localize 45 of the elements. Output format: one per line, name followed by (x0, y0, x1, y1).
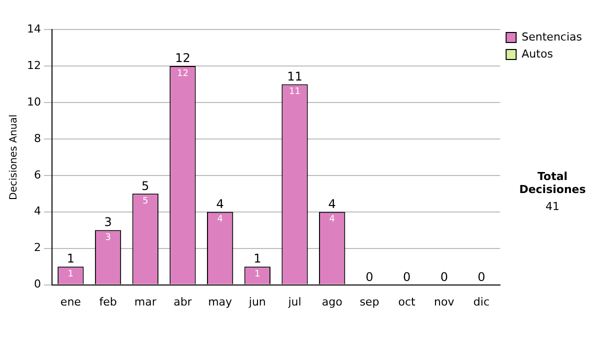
data-label: 11 (289, 87, 300, 98)
legend-label: Sentencias (522, 30, 582, 44)
total-label: 3 (104, 215, 112, 230)
data-label: 1 (68, 269, 74, 280)
data-label: 12 (176, 68, 188, 79)
y-tick-label: 8 (34, 132, 41, 145)
x-tick-label: oct (398, 295, 416, 308)
text: Total Decisiones (518, 170, 587, 196)
total-label: 1 (254, 252, 262, 266)
x-tick-label: mar (134, 295, 157, 308)
total-label: 0 (478, 270, 486, 284)
data-label: 1 (254, 269, 260, 280)
x-tick-label: jun (248, 295, 266, 308)
y-axis-title: Decisiones Anual (8, 114, 20, 200)
total-label: 0 (366, 270, 374, 284)
y-tick-label: 10 (26, 95, 41, 108)
total-label: 11 (287, 69, 302, 84)
y-tick-label: 0 (34, 278, 41, 291)
x-tick-label: ene (60, 295, 82, 308)
x-tick-label: dic (473, 295, 490, 308)
y-tick-label: 2 (34, 241, 41, 254)
legend-label: Autos (522, 47, 554, 60)
x-tick-label: may (208, 295, 233, 308)
total-label: 0 (440, 270, 448, 284)
y-tick-label: 12 (26, 58, 41, 72)
y-tick-label: 14 (26, 22, 41, 36)
total-label: 0 (402, 270, 411, 284)
data-label: 5 (142, 196, 148, 206)
total-label: 1 (66, 252, 74, 266)
text: 41 (544, 200, 560, 213)
x-tick-label: nov (434, 295, 455, 308)
total-label: 4 (216, 197, 224, 212)
y-tick-label: 4 (34, 204, 41, 218)
x-tick-label: jul (287, 295, 302, 308)
data-label: 3 (105, 232, 111, 243)
y-tick-label: 6 (34, 168, 41, 182)
x-tick-label: ago (322, 295, 343, 308)
x-tick-label: sep (360, 295, 380, 308)
total-label: 5 (142, 178, 150, 193)
x-tick-label: feb (99, 295, 117, 308)
total-label: 12 (175, 51, 190, 66)
x-tick-label: abr (174, 295, 192, 308)
data-label: 4 (217, 214, 224, 225)
total-label: 4 (328, 197, 336, 212)
data-label: 4 (329, 214, 336, 225)
